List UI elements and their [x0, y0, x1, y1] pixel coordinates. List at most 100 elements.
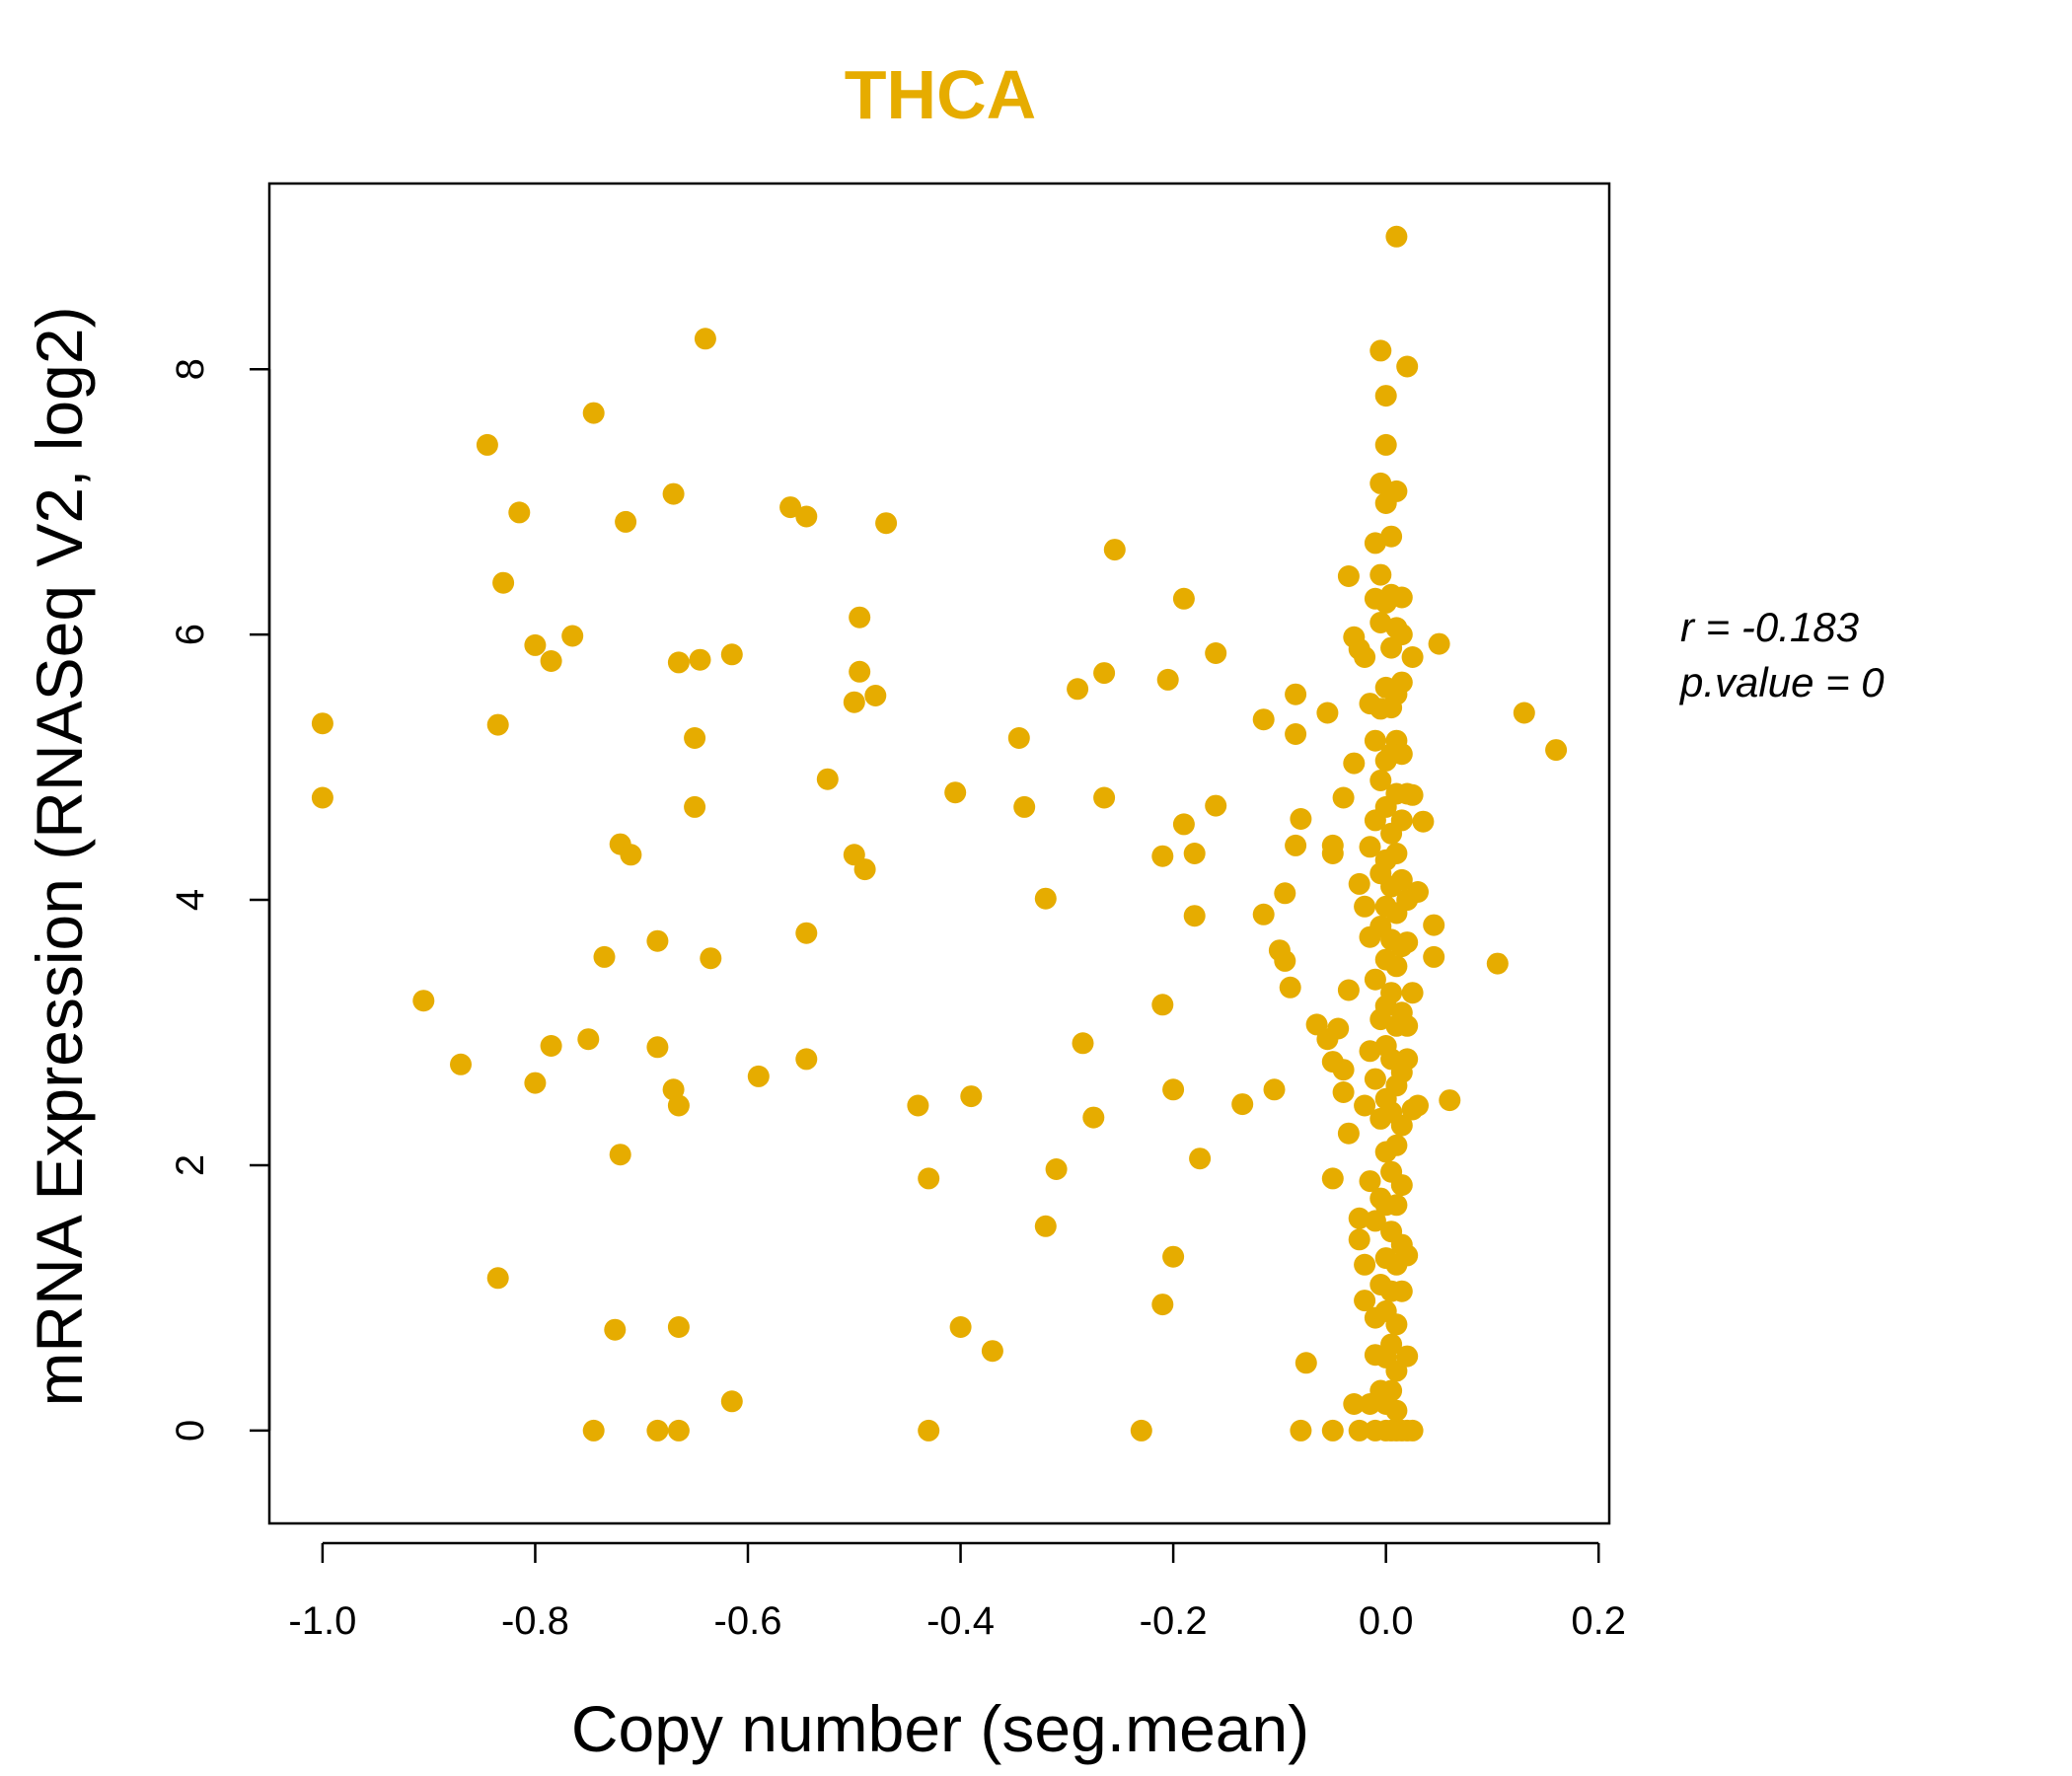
- data-point-76: [1162, 1245, 1185, 1268]
- data-point-105: [1321, 1419, 1344, 1442]
- data-point-79: [1183, 843, 1206, 864]
- data-point-111: [1337, 979, 1360, 1001]
- data-point-51: [875, 512, 898, 535]
- y-tick-label-0: 0: [169, 1420, 212, 1442]
- data-point-247: [1545, 739, 1568, 762]
- data-point-41: [795, 505, 818, 528]
- data-point-90: [1274, 949, 1296, 972]
- data-point-142: [1369, 339, 1392, 362]
- data-point-58: [981, 1340, 1003, 1363]
- data-point-121: [1354, 646, 1376, 668]
- data-point-68: [1093, 786, 1116, 809]
- data-point-94: [1285, 723, 1307, 745]
- data-point-38: [720, 1390, 743, 1413]
- data-point-4: [476, 433, 498, 456]
- data-point-203: [1385, 1134, 1408, 1156]
- data-point-37: [720, 643, 743, 666]
- correlation-r-label: r = -0.183: [1680, 604, 1859, 650]
- data-point-75: [1162, 1078, 1185, 1101]
- data-point-120: [1348, 1419, 1370, 1442]
- data-point-13: [561, 625, 584, 647]
- data-point-62: [1034, 1215, 1057, 1237]
- data-point-47: [849, 660, 871, 683]
- data-point-66: [1082, 1106, 1105, 1129]
- data-point-29: [667, 1094, 690, 1117]
- data-point-9: [524, 633, 547, 656]
- data-point-32: [684, 727, 706, 749]
- data-point-213: [1390, 743, 1413, 766]
- data-point-237: [1401, 1419, 1424, 1442]
- data-point-238: [1407, 881, 1429, 903]
- data-point-233: [1401, 646, 1424, 668]
- data-point-77: [1172, 813, 1195, 836]
- data-point-55: [944, 781, 967, 804]
- data-point-219: [1390, 1114, 1413, 1137]
- data-point-17: [593, 945, 616, 968]
- y-tick-label-4: 8: [169, 358, 212, 380]
- data-point-220: [1390, 1174, 1413, 1197]
- data-point-2: [412, 990, 435, 1012]
- data-point-110: [1337, 565, 1360, 587]
- data-point-127: [1359, 836, 1381, 858]
- x-tick-label-4: -0.2: [1140, 1599, 1208, 1643]
- data-point-115: [1343, 1393, 1366, 1415]
- data-point-74: [1156, 668, 1179, 691]
- data-point-14: [577, 1028, 600, 1051]
- points-layer: [311, 225, 1568, 1442]
- data-point-99: [1316, 702, 1339, 724]
- data-point-78: [1172, 587, 1195, 610]
- data-point-245: [1486, 952, 1509, 975]
- data-point-124: [1354, 1253, 1376, 1276]
- data-point-136: [1364, 968, 1386, 991]
- data-point-95: [1290, 808, 1312, 830]
- data-point-81: [1189, 1147, 1212, 1170]
- x-tick-label-3: -0.4: [926, 1599, 995, 1643]
- y-tick-label-1: 2: [169, 1154, 212, 1176]
- p-value-label: p.value = 0: [1678, 659, 1885, 705]
- x-tick-label-6: 0.2: [1571, 1599, 1626, 1643]
- data-point-23: [646, 1036, 669, 1059]
- data-point-89: [1274, 882, 1296, 905]
- data-point-102: [1321, 843, 1344, 864]
- x-tick-label-5: 0.0: [1359, 1599, 1414, 1643]
- data-point-93: [1285, 834, 1307, 856]
- data-point-92: [1285, 683, 1307, 705]
- data-point-59: [1007, 727, 1030, 749]
- data-point-117: [1348, 872, 1370, 895]
- data-point-193: [1385, 480, 1408, 502]
- data-point-125: [1354, 1290, 1376, 1312]
- data-point-206: [1385, 1313, 1408, 1336]
- data-point-227: [1396, 931, 1419, 954]
- data-point-43: [795, 1048, 818, 1071]
- data-point-229: [1396, 1048, 1419, 1071]
- data-point-244: [1439, 1089, 1461, 1112]
- data-point-84: [1231, 1093, 1254, 1116]
- data-point-83: [1205, 642, 1227, 664]
- data-point-246: [1513, 702, 1535, 724]
- x-tick-label-1: -0.8: [501, 1599, 569, 1643]
- data-point-42: [795, 922, 818, 944]
- data-point-239: [1407, 1094, 1429, 1117]
- plot-frame: [267, 182, 1611, 1525]
- data-point-155: [1374, 385, 1397, 407]
- data-point-48: [849, 606, 871, 629]
- data-point-228: [1396, 1014, 1419, 1037]
- data-point-20: [609, 1144, 631, 1166]
- data-point-44: [816, 768, 839, 790]
- x-tick-label-2: -0.6: [714, 1599, 782, 1643]
- data-point-11: [540, 650, 562, 672]
- data-point-67: [1093, 662, 1116, 685]
- data-point-211: [1390, 624, 1413, 646]
- data-point-85: [1252, 708, 1275, 731]
- data-point-39: [747, 1065, 770, 1087]
- data-point-36: [700, 947, 722, 970]
- data-point-208: [1385, 1399, 1408, 1422]
- data-point-73: [1151, 1294, 1174, 1316]
- data-point-134: [1364, 729, 1386, 752]
- data-point-30: [667, 1316, 690, 1338]
- data-point-189: [1380, 1333, 1403, 1356]
- data-point-49: [853, 858, 876, 881]
- data-point-91: [1279, 976, 1301, 999]
- data-point-70: [1130, 1419, 1152, 1442]
- data-point-3: [450, 1053, 472, 1075]
